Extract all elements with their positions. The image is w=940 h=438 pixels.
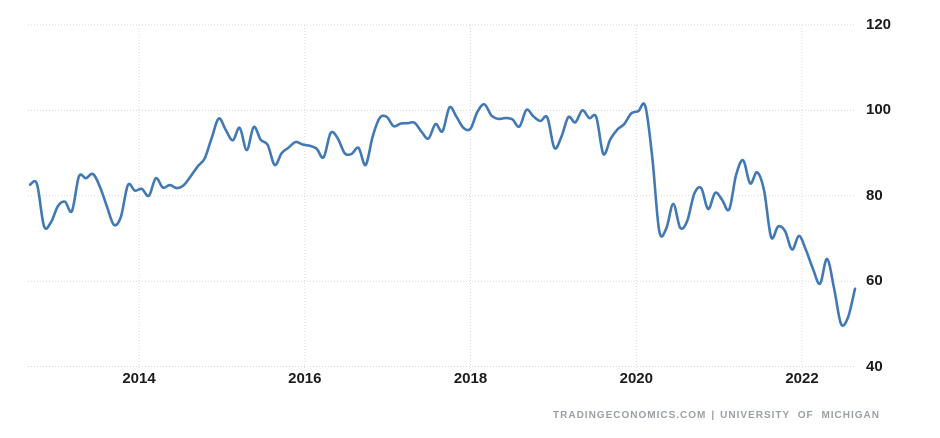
- attribution-provider: UNIVERSITY OF MICHIGAN: [720, 410, 880, 421]
- y-tick-label: 40: [866, 357, 883, 375]
- attribution-separator: |: [711, 410, 716, 421]
- y-tick-label: 100: [866, 101, 892, 119]
- y-tick-label: 80: [866, 186, 883, 204]
- x-tick-label: 2022: [785, 370, 819, 387]
- attribution-source-link[interactable]: TRADINGECONOMICS.COM: [553, 410, 707, 421]
- sentiment-line-series: [28, 102, 857, 327]
- x-tick-label: 2016: [288, 370, 322, 387]
- gridlines: [28, 24, 856, 372]
- x-tick-label: 2014: [122, 370, 156, 387]
- y-tick-label: 120: [866, 16, 892, 33]
- chart-attribution[interactable]: TRADINGECONOMICS.COM | UNIVERSITY OF MICHI…: [553, 410, 880, 421]
- x-tick-label: 2018: [453, 370, 488, 387]
- x-tick-label: 2020: [619, 370, 653, 387]
- y-tick-label: 60: [866, 272, 883, 290]
